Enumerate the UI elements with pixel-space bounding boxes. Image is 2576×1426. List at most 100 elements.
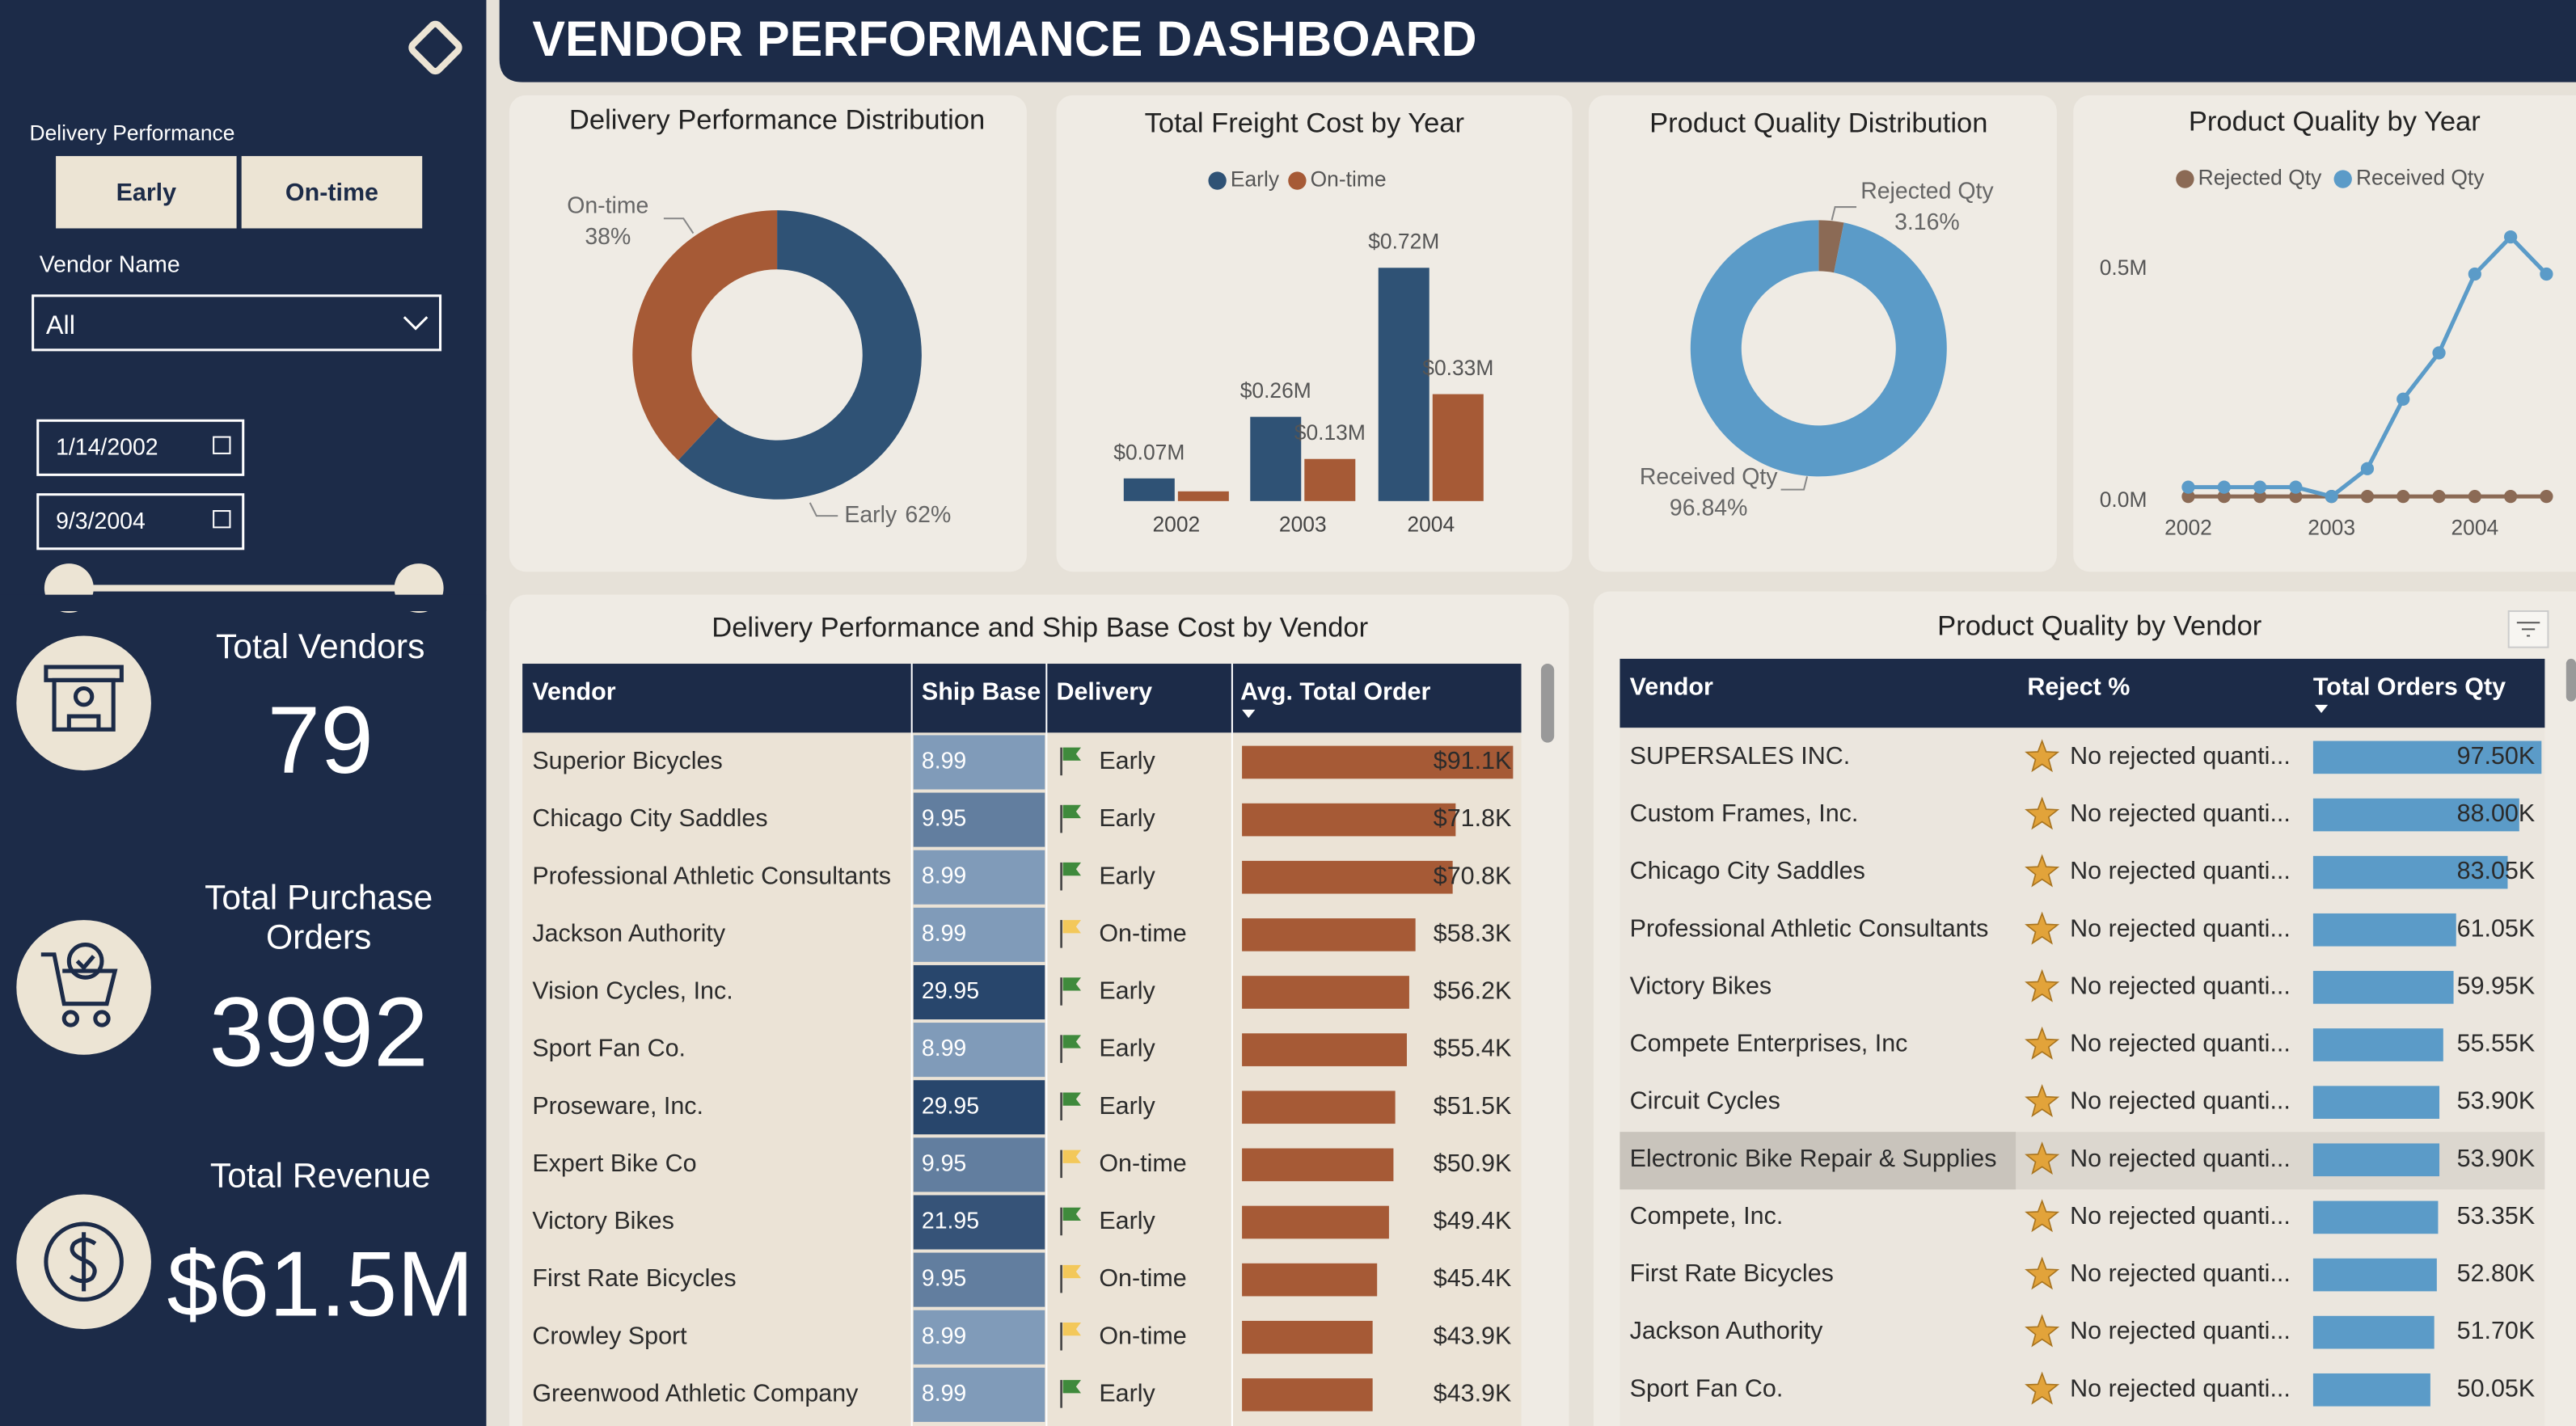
dropdown[interactable] <box>32 294 442 352</box>
cell-text: Superior Bicycles <box>532 747 722 774</box>
flag-icon <box>1062 1207 1081 1221</box>
cell-text: Electronic Bike Repair & Supplies <box>1630 1145 1997 1172</box>
filter-button[interactable] <box>241 156 423 229</box>
cell-text: Early <box>1099 977 1155 1005</box>
data-bar <box>2312 1258 2437 1292</box>
cell-text: $50.9K <box>1434 1150 1512 1177</box>
star-icon <box>2025 854 2060 888</box>
cell-text: No rejected quanti... <box>2070 1317 2291 1344</box>
filter-label: Vendor Name <box>40 252 180 278</box>
data-label: $0.07M <box>1113 440 1185 464</box>
cell-text: No rejected quanti... <box>2070 972 2291 999</box>
cell-text: No rejected quanti... <box>2070 857 2291 884</box>
ship-base-cell <box>913 1367 1045 1422</box>
date-input[interactable] <box>36 419 245 476</box>
data-label: $0.33M <box>1422 356 1493 380</box>
flag-icon <box>1062 1322 1081 1336</box>
table-header <box>1620 658 2545 728</box>
point <box>2504 489 2518 504</box>
cell-text: Jackson Authority <box>532 919 726 947</box>
flag-icon <box>1062 1092 1081 1106</box>
chart-title: Product Quality Distribution <box>1649 108 1987 139</box>
filter-option[interactable]: On-time <box>285 179 378 206</box>
x-tick-label: 2004 <box>1407 512 1455 536</box>
cell-text: 53.35K <box>2457 1202 2536 1230</box>
cell-text: Professional Athletic Consultants <box>532 862 891 889</box>
cell-text: Circuit Cycles <box>1630 1087 1780 1115</box>
cell-text: Early <box>1099 1035 1155 1062</box>
cell-text: Compete, Inc. <box>1630 1202 1784 1230</box>
star-icon <box>2025 1256 2060 1290</box>
dropdown-value[interactable]: All <box>46 310 75 340</box>
panel <box>509 95 1027 572</box>
x-tick-label: 2002 <box>1152 512 1200 536</box>
data-bar <box>2312 1086 2440 1119</box>
flag-icon <box>1062 862 1081 876</box>
date-value[interactable]: 1/14/2002 <box>56 434 158 460</box>
cell-text: Victory Bikes <box>1630 972 1772 999</box>
cell-text: No rejected quanti... <box>2070 1087 2291 1115</box>
star-icon <box>2025 1026 2060 1060</box>
dropdown-chevron <box>403 316 429 331</box>
date-value[interactable]: 9/3/2004 <box>56 508 146 534</box>
ship-base-cell <box>913 1252 1045 1307</box>
leader-line <box>809 502 838 517</box>
sort-indicator <box>2314 704 2329 713</box>
cell-text: 59.95K <box>2457 972 2536 999</box>
cell-text: $45.4K <box>1434 1264 1512 1292</box>
cell-text: 8.99 <box>922 1323 966 1349</box>
y-tick-label: 0.5M <box>2100 255 2147 280</box>
date-input[interactable] <box>36 493 245 551</box>
cell-text: $49.4K <box>1434 1207 1512 1234</box>
filter-label: Delivery Performance <box>30 121 235 146</box>
cell-text: No rejected quanti... <box>2070 799 2291 827</box>
cell-text: Early <box>1099 804 1155 832</box>
data-label: $0.13M <box>1294 420 1366 445</box>
star-icon <box>2025 1199 2060 1233</box>
cell-text: 97.50K <box>2457 742 2536 770</box>
cell-text: $58.3K <box>1434 919 1512 947</box>
star-icon <box>2025 968 2060 1002</box>
scrollbar[interactable] <box>2565 658 2576 702</box>
scrollbar[interactable] <box>1540 664 1555 743</box>
point <box>2504 230 2518 244</box>
cell-text: 29.95 <box>922 978 979 1004</box>
cell-text: Early <box>1099 1379 1155 1407</box>
cell-text: 53.90K <box>2457 1087 2536 1115</box>
data-bar <box>2312 1373 2430 1407</box>
cell-text: On-time <box>1099 919 1186 947</box>
cell-text: Expert Bike Co <box>532 1150 696 1177</box>
cell-text: 61.05K <box>2457 914 2536 942</box>
column-header: Vendor <box>1630 673 1713 701</box>
filter-button[interactable] <box>56 156 237 229</box>
point <box>2540 489 2553 504</box>
cell-highlight <box>1620 1132 2016 1190</box>
cell-text: 8.99 <box>922 1381 966 1407</box>
calendar-icon <box>213 510 231 529</box>
cell-text: 55.55K <box>2457 1030 2536 1057</box>
kpi-label: Total Vendors <box>216 627 424 666</box>
data-bar <box>1242 1033 1407 1066</box>
flag-icon <box>1062 804 1081 819</box>
legend-marker <box>2176 170 2194 188</box>
star-icon <box>2025 1371 2060 1405</box>
cell-text: 29.95 <box>922 1093 979 1119</box>
table-body <box>1620 728 2545 1426</box>
sort-indicator <box>1242 709 1256 719</box>
data-label: $0.26M <box>1240 378 1311 403</box>
cell-text: $51.5K <box>1434 1092 1512 1120</box>
point <box>2253 489 2267 504</box>
cell-text: 9.95 <box>922 1266 966 1292</box>
y-tick-label: 0.0M <box>2100 487 2147 512</box>
filter-option[interactable]: Early <box>116 179 177 206</box>
cell-text: 53.90K <box>2457 1145 2536 1172</box>
filter-icon <box>2516 622 2540 637</box>
point <box>2540 267 2553 281</box>
flag-icon <box>1062 747 1081 761</box>
cell-text: No rejected quanti... <box>2070 1202 2291 1230</box>
cell-text: 9.95 <box>922 1150 966 1176</box>
ship-base-cell <box>913 1137 1045 1192</box>
point <box>2325 489 2338 504</box>
